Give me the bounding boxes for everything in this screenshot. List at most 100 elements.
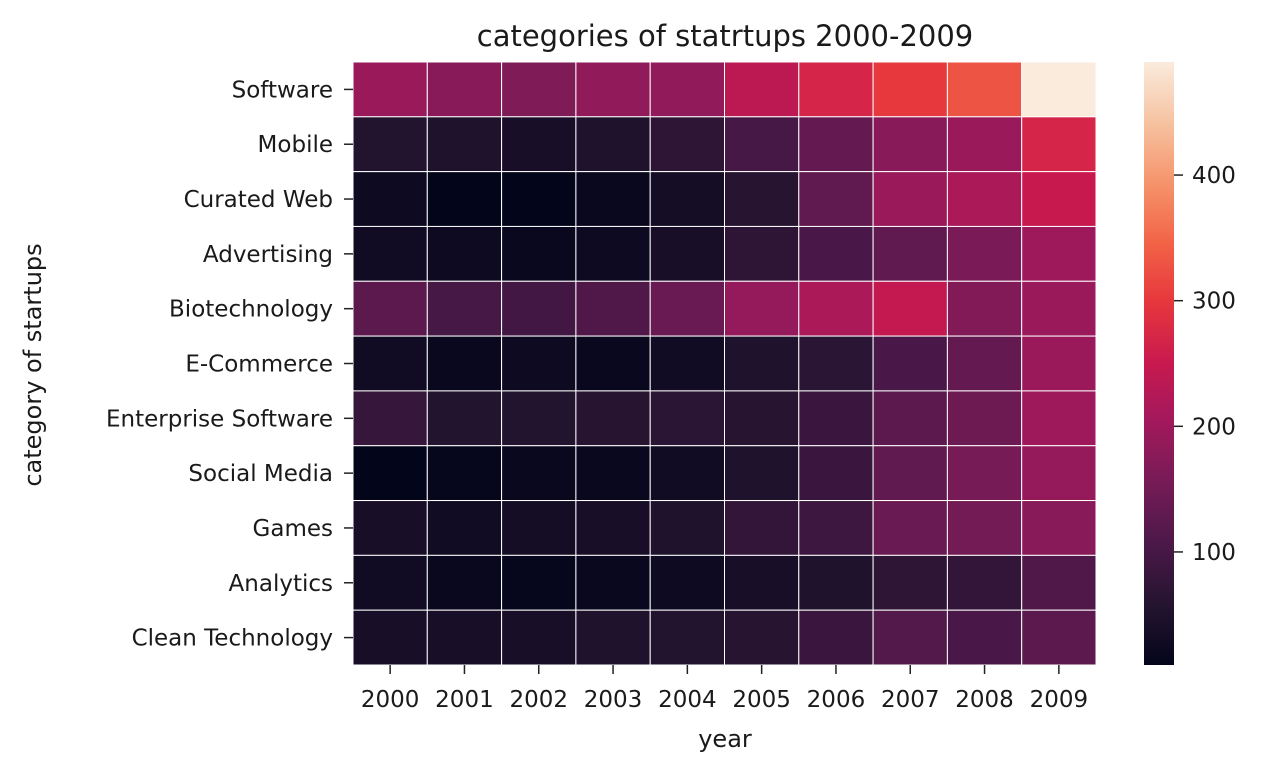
heatmap-cell [649,554,726,611]
heatmap-cell [649,445,726,502]
heatmap-cell [649,171,726,227]
heatmap-cell [426,445,503,502]
heatmap-cell [575,390,651,447]
y-tick-label: Curated Web [184,187,333,213]
heatmap-cell [649,225,726,282]
heatmap-cells [352,61,1097,666]
heatmap-cell [1021,280,1097,337]
heatmap-cell [946,61,1023,118]
heatmap-cell [501,609,577,666]
heatmap-cell [649,390,726,447]
y-tick-label: Advertising [203,242,333,268]
heatmap-cell [501,554,577,611]
colorbar-tick-label: 100 [1192,540,1236,566]
heatmap-cell [352,445,428,502]
x-tick-label: 2003 [584,687,643,713]
heatmap-cell [352,500,428,556]
heatmap-cell [1021,390,1097,447]
x-tick-label: 2008 [955,687,1014,713]
heatmap-cell [872,445,948,502]
heatmap-cell [946,445,1023,502]
heatmap-cell [798,171,874,227]
heatmap-cell [352,171,428,227]
heatmap-cell [649,335,726,392]
y-axis-label: category of startups [19,243,47,486]
heatmap-cell [946,116,1023,173]
y-tick-label: Biotechnology [169,297,333,323]
heatmap-cell [724,335,800,392]
heatmap-cell [872,280,948,337]
heatmap-cell [352,335,428,392]
heatmap-cell [426,61,503,118]
heatmap-cell [724,116,800,173]
x-tick-label: 2005 [732,687,791,713]
heatmap-cell [798,335,874,392]
heatmap-cell [946,554,1023,611]
x-tick-label: 2001 [435,687,494,713]
heatmap-cell [724,280,800,337]
heatmap-cell [872,116,948,173]
heatmap-cell [872,171,948,227]
heatmap-cell [798,609,874,666]
heatmap-cell [1021,116,1097,173]
heatmap-cell [575,116,651,173]
x-tick-label: 2002 [509,687,568,713]
heatmap-cell [946,171,1023,227]
heatmap-cell [724,390,800,447]
heatmap-cell [575,225,651,282]
x-tick-label: 2007 [881,687,940,713]
heatmap-cell [1021,171,1097,227]
x-tick-label: 2000 [361,687,420,713]
heatmap-cell [352,609,428,666]
heatmap-cell [426,335,503,392]
heatmap-cell [575,554,651,611]
heatmap-cell [426,225,503,282]
y-tick-labels: Software Mobile Curated Web Advertising Biot… [106,77,353,652]
y-tick-label: Mobile [258,132,333,158]
heatmap-cell [946,335,1023,392]
y-tick-label: Software [232,77,333,103]
heatmap-cell [724,225,800,282]
heatmap-cell [426,116,503,173]
heatmap-cell [1021,554,1097,611]
heatmap-cell [946,280,1023,337]
heatmap-cell [724,445,800,502]
heatmap-cell [649,61,726,118]
heatmap-cell [575,280,651,337]
heatmap-cell [426,500,503,556]
heatmap-cell [946,390,1023,447]
heatmap-cell [426,280,503,337]
heatmap-cell [501,390,577,447]
heatmap-cell [352,554,428,611]
colorbar [1144,62,1174,665]
heatmap-cell [352,390,428,447]
heatmap-cell [798,390,874,447]
heatmap-cell [798,61,874,118]
heatmap-cell [352,280,428,337]
heatmap-cell [872,61,948,118]
heatmap-cell [426,171,503,227]
heatmap-cell [798,225,874,282]
y-tick-label: Analytics [229,571,333,597]
heatmap-cell [724,500,800,556]
heatmap-cell [1021,445,1097,502]
y-tick-label: Social Media [188,461,333,487]
heatmap-cell [724,554,800,611]
heatmap-cell [872,554,948,611]
y-tick-label: Clean Technology [132,626,333,652]
heatmap-cell [575,61,651,118]
y-tick-label: Games [253,516,333,542]
y-tick-label: Enterprise Software [106,406,333,432]
heatmap-cell [1021,609,1097,666]
heatmap-cell [946,500,1023,556]
x-tick-label: 2006 [807,687,866,713]
heatmap-cell [872,609,948,666]
y-tick-label: E-Commerce [185,352,333,378]
heatmap-cell [426,390,503,447]
heatmap-cell [575,609,651,666]
heatmap-cell [649,280,726,337]
colorbar-tick-label: 200 [1192,414,1236,440]
heatmap-cell [1021,225,1097,282]
heatmap-cell [575,445,651,502]
